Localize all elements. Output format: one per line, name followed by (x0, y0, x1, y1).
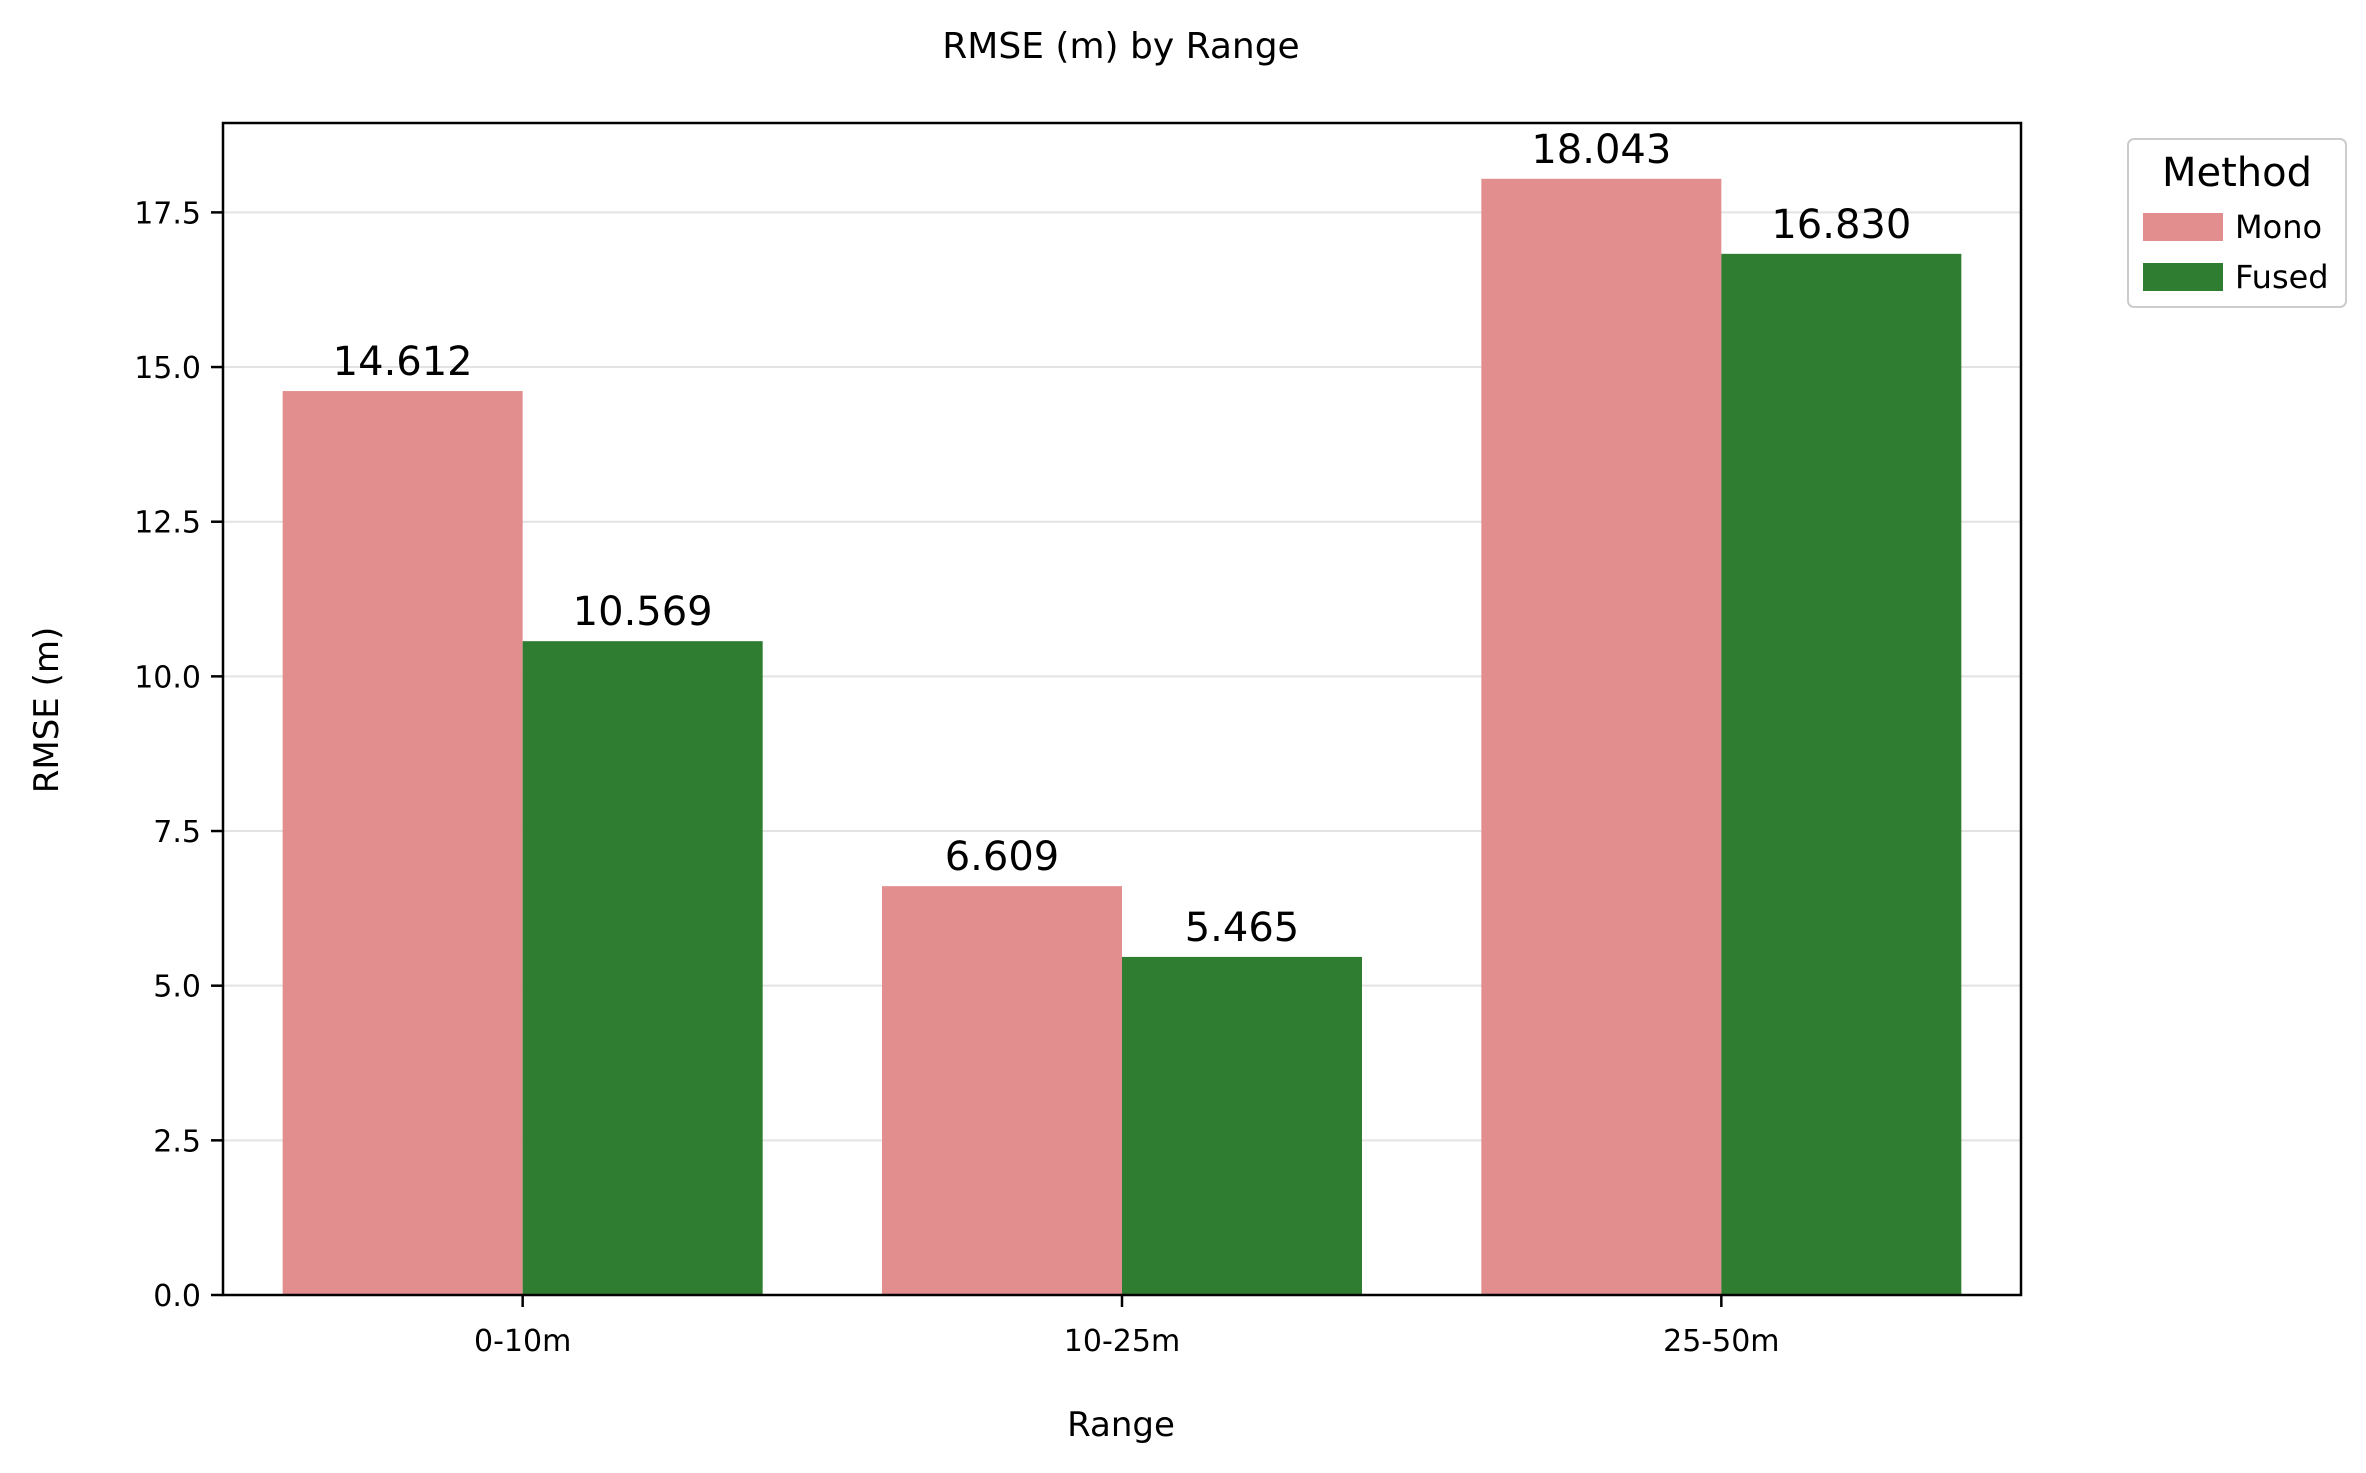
bar-mono[interactable] (882, 886, 1122, 1295)
legend-label-mono: Mono (2235, 208, 2322, 246)
bar-mono[interactable] (1481, 178, 1722, 1296)
y-tick-label: 17.5 (134, 196, 201, 231)
chart-title: RMSE (m) by Range (942, 26, 1299, 67)
data-label: 14.612 (333, 339, 473, 385)
legend-swatch-fused (2143, 263, 2223, 291)
x-axis-title: Range (1067, 1405, 1175, 1445)
data-labels: 14.612 10.569 6.609 5.465 18.043 16.830 (333, 127, 1912, 951)
y-tick-label: 10.0 (134, 660, 201, 695)
data-label: 5.465 (1185, 905, 1300, 951)
bar-fused[interactable] (522, 641, 763, 1295)
y-tick-label: 0.0 (153, 1279, 201, 1314)
x-tick-label: 0-10m (474, 1324, 571, 1359)
y-tick-label: 15.0 (134, 351, 201, 386)
data-label: 18.043 (1531, 127, 1671, 173)
y-tick-label: 2.5 (153, 1124, 201, 1159)
legend-items: Mono Fused (2143, 208, 2329, 296)
legend-title: Method (2162, 150, 2312, 196)
bars (282, 178, 1962, 1296)
y-axis-title: RMSE (m) (27, 627, 67, 793)
legend-label-fused: Fused (2235, 258, 2329, 296)
data-label: 16.830 (1771, 202, 1911, 248)
x-tick-label: 10-25m (1064, 1324, 1180, 1359)
y-tick-label: 7.5 (153, 815, 201, 850)
data-label: 10.569 (573, 589, 713, 635)
y-axis: 0.0 2.5 5.0 7.5 10.0 12.5 15.0 17.5 (134, 196, 223, 1314)
bar-fused[interactable] (1122, 956, 1362, 1295)
x-tick-label: 25-50m (1663, 1324, 1779, 1359)
y-tick-label: 12.5 (134, 506, 201, 541)
legend-swatch-mono (2143, 213, 2223, 241)
y-tick-label: 5.0 (153, 970, 201, 1005)
bar-fused[interactable] (1721, 253, 1962, 1296)
data-label: 6.609 (945, 834, 1060, 880)
legend[interactable]: Method Mono Fused (2127, 138, 2347, 308)
bar-mono[interactable] (282, 391, 523, 1296)
x-axis: 0-10m 10-25m 25-50m (474, 1295, 1780, 1359)
